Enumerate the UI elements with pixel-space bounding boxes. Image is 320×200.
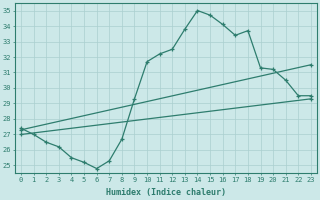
X-axis label: Humidex (Indice chaleur): Humidex (Indice chaleur) <box>106 188 226 197</box>
